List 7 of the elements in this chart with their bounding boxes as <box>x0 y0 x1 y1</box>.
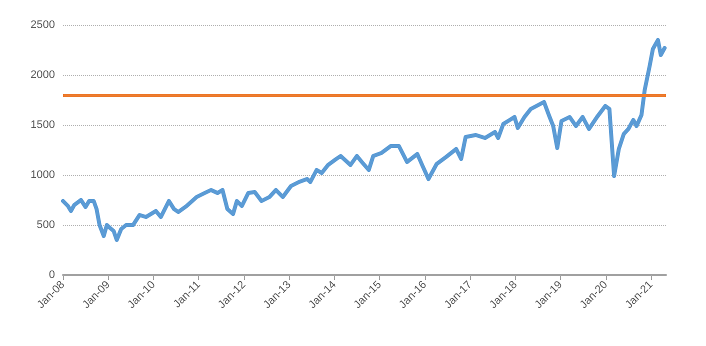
y-tick-label: 2000 <box>30 69 55 81</box>
y-tick-label: 2500 <box>30 19 55 31</box>
y-tick-label: 500 <box>36 219 55 231</box>
y-tick-label: 1000 <box>30 169 55 181</box>
y-tick-label: 1500 <box>30 119 55 131</box>
line-series <box>61 38 667 242</box>
y-tick-label: 0 <box>48 269 55 281</box>
